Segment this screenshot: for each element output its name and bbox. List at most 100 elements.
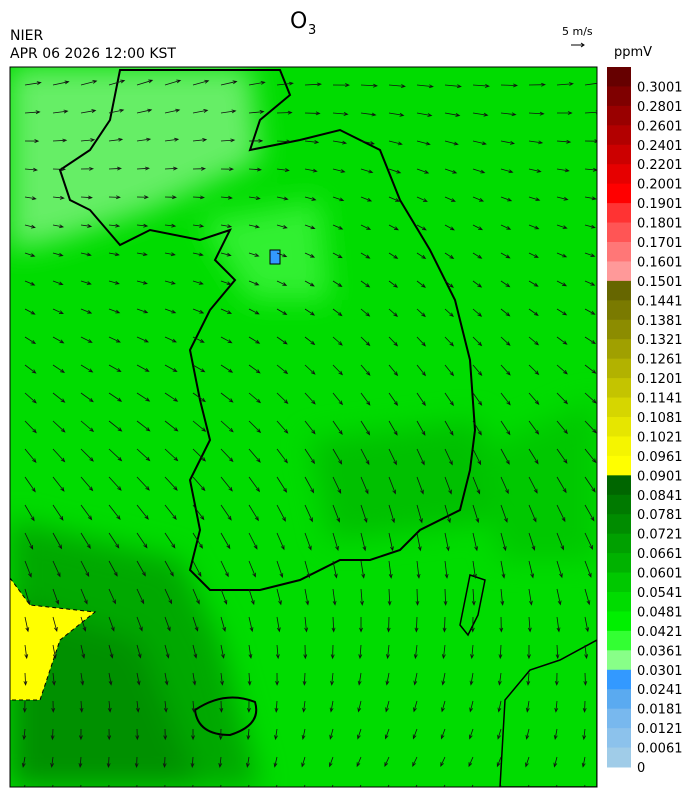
wind-arrow (581, 756, 586, 768)
wind-arrow (444, 252, 455, 259)
wind-arrow (80, 644, 86, 659)
wind-arrow (416, 140, 431, 146)
wind-arrow (472, 252, 483, 259)
wind-arrow (416, 168, 430, 174)
wind-arrow (386, 644, 390, 660)
wind-arrow (385, 700, 390, 713)
wind-arrow (24, 476, 36, 493)
wind-arrow (556, 308, 568, 316)
wind-arrow (444, 504, 451, 524)
wind-arrow (220, 588, 228, 605)
wind-arrow (332, 448, 343, 465)
wind-arrow (52, 504, 64, 521)
wind-arrow (583, 672, 588, 686)
wind-arrow (329, 728, 334, 740)
wind-arrow (108, 223, 121, 228)
wind-arrow (24, 588, 31, 606)
wind-arrow (332, 140, 348, 145)
wind-arrow (248, 110, 265, 114)
wind-arrow (52, 224, 65, 229)
wind-arrow (108, 532, 120, 549)
colorbar-label: 0.0121 (637, 722, 683, 737)
wind-arrow (388, 532, 394, 552)
wind-arrow (80, 616, 87, 632)
wind-arrow (248, 448, 261, 463)
wind-arrow (528, 280, 539, 287)
wind-arrow (276, 560, 284, 579)
wind-arrow (276, 168, 290, 172)
wind-arrow (24, 420, 37, 434)
colorbar-label: 0.1021 (637, 430, 683, 445)
wind-arrow (497, 728, 502, 740)
wind-arrow (80, 560, 90, 578)
wind-arrow (220, 420, 234, 433)
wind-arrow (136, 392, 151, 402)
wind-arrow (276, 280, 288, 286)
wind-arrow (248, 308, 260, 315)
wind-arrow (388, 140, 403, 146)
wind-arrow (248, 644, 253, 660)
wind-arrow (556, 336, 568, 345)
wind-arrow (248, 167, 262, 172)
wind-arrow (472, 560, 477, 579)
wind-arrow (357, 672, 362, 686)
wind-arrow (528, 560, 535, 579)
wind-arrow (468, 756, 474, 768)
wind-arrow (415, 588, 420, 606)
wind-arrow (219, 700, 224, 713)
wind-arrow (220, 80, 238, 86)
wind-arrow (192, 672, 197, 686)
wind-arrow (472, 504, 480, 524)
wind-arrow (220, 364, 234, 373)
wind-arrow (525, 728, 530, 740)
wind-arrow (52, 476, 65, 492)
wind-arrow (52, 616, 58, 633)
wind-arrow (444, 420, 454, 436)
wind-arrow (332, 168, 346, 173)
wind-arrow (248, 364, 261, 374)
colorbar-swatch (607, 183, 631, 204)
wind-arrow (304, 392, 316, 405)
wind-arrow (24, 167, 38, 172)
wind-arrow (52, 308, 64, 314)
wind-arrow (497, 672, 502, 686)
wind-arrow (220, 109, 237, 114)
wind-arrow (24, 252, 36, 257)
wind-arrow (220, 616, 226, 632)
colorbar-swatch (607, 630, 631, 651)
wind-arrow (276, 139, 292, 144)
wind-arrow (500, 560, 506, 579)
wind-arrow (108, 195, 121, 200)
wind-arrow (358, 644, 363, 660)
wind-arrow (472, 83, 490, 88)
wind-arrow (500, 588, 505, 606)
wind-arrow (472, 140, 487, 146)
wind-arrow (356, 756, 362, 768)
colorbar-swatch (607, 242, 631, 262)
wind-arrow (556, 280, 568, 287)
colorbar-label: 0.1801 (637, 217, 683, 232)
wind-arrow (108, 336, 121, 343)
wind-arrow (328, 756, 334, 768)
wind-arrow (192, 392, 206, 403)
wind-arrow (24, 280, 36, 286)
wind-arrow (584, 420, 597, 434)
wind-arrow (247, 672, 252, 686)
wind-arrow (469, 672, 474, 686)
wind-arrow (441, 700, 446, 713)
colorbar-label: 0.0841 (637, 489, 683, 504)
wind-arrow (136, 252, 148, 257)
wind-arrow (584, 588, 591, 606)
wind-arrow (50, 756, 55, 768)
wind-arrow (416, 364, 426, 377)
wind-arrow (444, 364, 455, 377)
wind-arrow (416, 280, 426, 288)
wind-arrow (584, 224, 596, 229)
colorbar-swatch (607, 397, 631, 418)
colorbar-label: 0.1201 (637, 372, 683, 387)
colorbar-label: 0.0481 (637, 605, 683, 620)
wind-arrow (331, 616, 336, 633)
wind-arrow (556, 139, 572, 144)
wind-arrow (416, 84, 434, 89)
